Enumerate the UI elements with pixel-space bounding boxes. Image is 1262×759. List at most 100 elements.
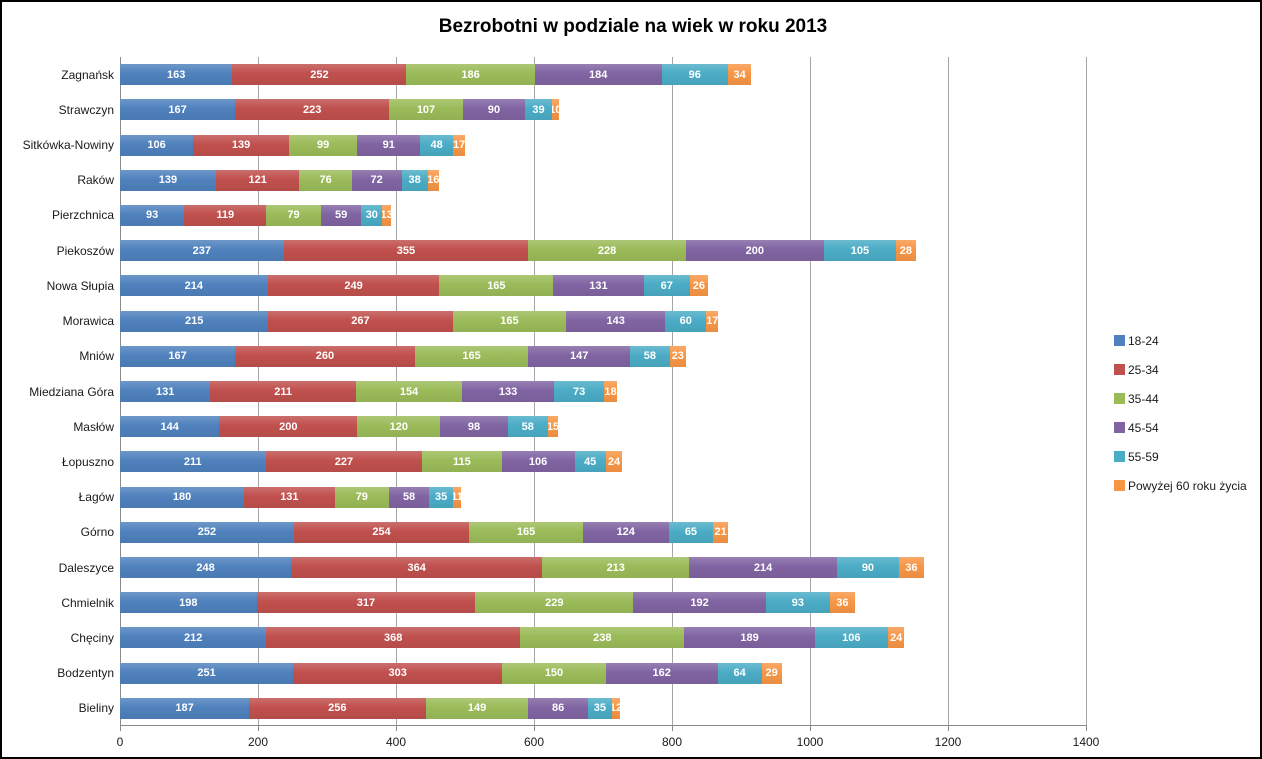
legend-item: 25-34 xyxy=(1114,362,1247,377)
gridline xyxy=(1086,57,1087,725)
bar-value-label: 180 xyxy=(172,491,192,504)
bar-segment: 30 xyxy=(361,204,383,226)
bar-value-label: 355 xyxy=(396,244,416,257)
bar-segment: 34 xyxy=(727,64,752,86)
y-axis-category-label: Łopuszno xyxy=(61,454,114,469)
bar-segment: 99 xyxy=(289,134,358,156)
bar-segment: 165 xyxy=(469,521,583,543)
bar-value-label: 238 xyxy=(593,631,612,644)
bar-segment: 124 xyxy=(582,521,669,543)
bar-value-label: 154 xyxy=(399,385,419,398)
bar-segment: 16 xyxy=(427,169,439,191)
bar-value-label: 165 xyxy=(462,350,481,363)
bar-segment: 21 xyxy=(713,521,728,543)
bar-value-label: 214 xyxy=(753,561,773,574)
bar-value-label: 35 xyxy=(435,491,448,504)
bar-segment: 72 xyxy=(351,169,402,191)
bar-value-label: 24 xyxy=(607,455,621,468)
legend-swatch-icon xyxy=(1114,393,1125,404)
bar-value-label: 79 xyxy=(355,491,368,504)
bar-value-label: 38 xyxy=(408,174,421,187)
bar-segment: 17 xyxy=(453,134,465,156)
bar-value-label: 35 xyxy=(593,702,606,715)
bar-value-label: 131 xyxy=(589,279,608,292)
bar-value-label: 59 xyxy=(334,209,348,222)
bar-segment: 35 xyxy=(429,486,454,508)
bar-segment: 106 xyxy=(120,134,194,156)
axis-tick xyxy=(258,725,259,731)
bar-value-label: 215 xyxy=(184,315,204,328)
bar-row: 139 121 76 72 38 16 xyxy=(120,169,439,191)
x-axis-tick-label: 1000 xyxy=(796,735,824,749)
bar-segment: 252 xyxy=(232,64,407,86)
bar-value-label: 106 xyxy=(528,455,548,468)
gridline xyxy=(810,57,811,725)
bar-row: 214 249 165 131 67 26 xyxy=(120,275,708,297)
legend-swatch-icon xyxy=(1114,422,1125,433)
bar-value-label: 213 xyxy=(606,561,625,574)
legend-swatch-icon xyxy=(1114,451,1125,462)
x-axis-tick-label: 1400 xyxy=(1072,735,1100,749)
bar-segment: 91 xyxy=(357,134,421,156)
y-axis-category-label: Łagów xyxy=(78,490,114,505)
bar-segment: 213 xyxy=(542,557,690,579)
bar-row: 131 211 154 133 73 18 xyxy=(120,381,617,402)
bar-segment: 167 xyxy=(120,345,236,367)
y-axis-category-label: Zagnańsk xyxy=(61,67,114,82)
bar-segment: 28 xyxy=(896,240,916,262)
y-axis-category-label: Pierzchnica xyxy=(51,208,114,223)
bar-value-label: 79 xyxy=(287,209,300,222)
bar-row: 106 139 99 91 48 17 xyxy=(120,134,465,156)
legend-item: Powyżej 60 roku życia xyxy=(1114,478,1247,493)
bar-segment: 133 xyxy=(462,381,554,402)
bar-value-label: 162 xyxy=(652,667,671,680)
bar-segment: 187 xyxy=(120,697,250,719)
bar-value-label: 167 xyxy=(168,103,187,116)
bar-value-label: 163 xyxy=(167,68,186,81)
x-axis-tick-label: 1200 xyxy=(934,735,962,749)
bar-value-label: 18 xyxy=(604,385,617,398)
bar-segment: 86 xyxy=(528,697,588,719)
bar-row: 252 254 165 124 65 21 xyxy=(120,521,728,543)
bar-segment: 238 xyxy=(520,627,685,649)
x-axis-tick-label: 400 xyxy=(385,735,407,749)
bar-row: 163 252 186 184 96 34 xyxy=(120,64,752,86)
bar-segment: 96 xyxy=(661,64,728,86)
legend-label: 18-24 xyxy=(1128,333,1159,348)
bar-segment: 60 xyxy=(665,310,707,332)
bar-segment: 115 xyxy=(422,451,502,473)
bar-value-label: 28 xyxy=(899,244,912,257)
bar-value-label: 24 xyxy=(890,631,903,644)
y-axis-category-label: Morawica xyxy=(62,314,114,329)
x-axis-tick-label: 200 xyxy=(247,735,269,749)
bar-value-label: 184 xyxy=(588,68,608,81)
bar-value-label: 248 xyxy=(196,561,215,574)
y-axis-category-label: Piekoszów xyxy=(56,243,114,258)
bar-segment: 223 xyxy=(235,99,390,121)
bar-segment: 131 xyxy=(120,381,211,402)
bar-segment: 105 xyxy=(823,240,897,262)
bar-segment: 23 xyxy=(669,345,686,367)
bar-segment: 162 xyxy=(605,662,718,684)
bar-value-label: 227 xyxy=(334,455,354,468)
y-axis-category-label: Górno xyxy=(80,525,114,540)
bar-segment: 120 xyxy=(357,416,441,438)
bar-value-label: 211 xyxy=(183,455,202,468)
legend-item: 55-59 xyxy=(1114,449,1247,464)
bar-value-label: 317 xyxy=(356,596,376,609)
bar-value-label: 143 xyxy=(606,315,625,328)
axis-tick xyxy=(948,725,949,731)
bar-value-label: 187 xyxy=(175,702,194,715)
bar-value-label: 17 xyxy=(453,139,465,152)
legend-swatch-icon xyxy=(1114,480,1125,491)
bar-segment: 79 xyxy=(334,486,390,508)
bar-value-label: 15 xyxy=(548,421,558,433)
bar-segment: 150 xyxy=(502,662,606,684)
y-axis-category-label: Chmielnik xyxy=(61,595,114,610)
bar-segment: 59 xyxy=(320,204,362,226)
bar-value-label: 237 xyxy=(192,244,211,257)
bar-value-label: 165 xyxy=(516,526,536,539)
bar-segment: 184 xyxy=(534,64,662,86)
bar-value-label: 139 xyxy=(158,174,178,187)
bar-value-label: 200 xyxy=(745,244,764,257)
